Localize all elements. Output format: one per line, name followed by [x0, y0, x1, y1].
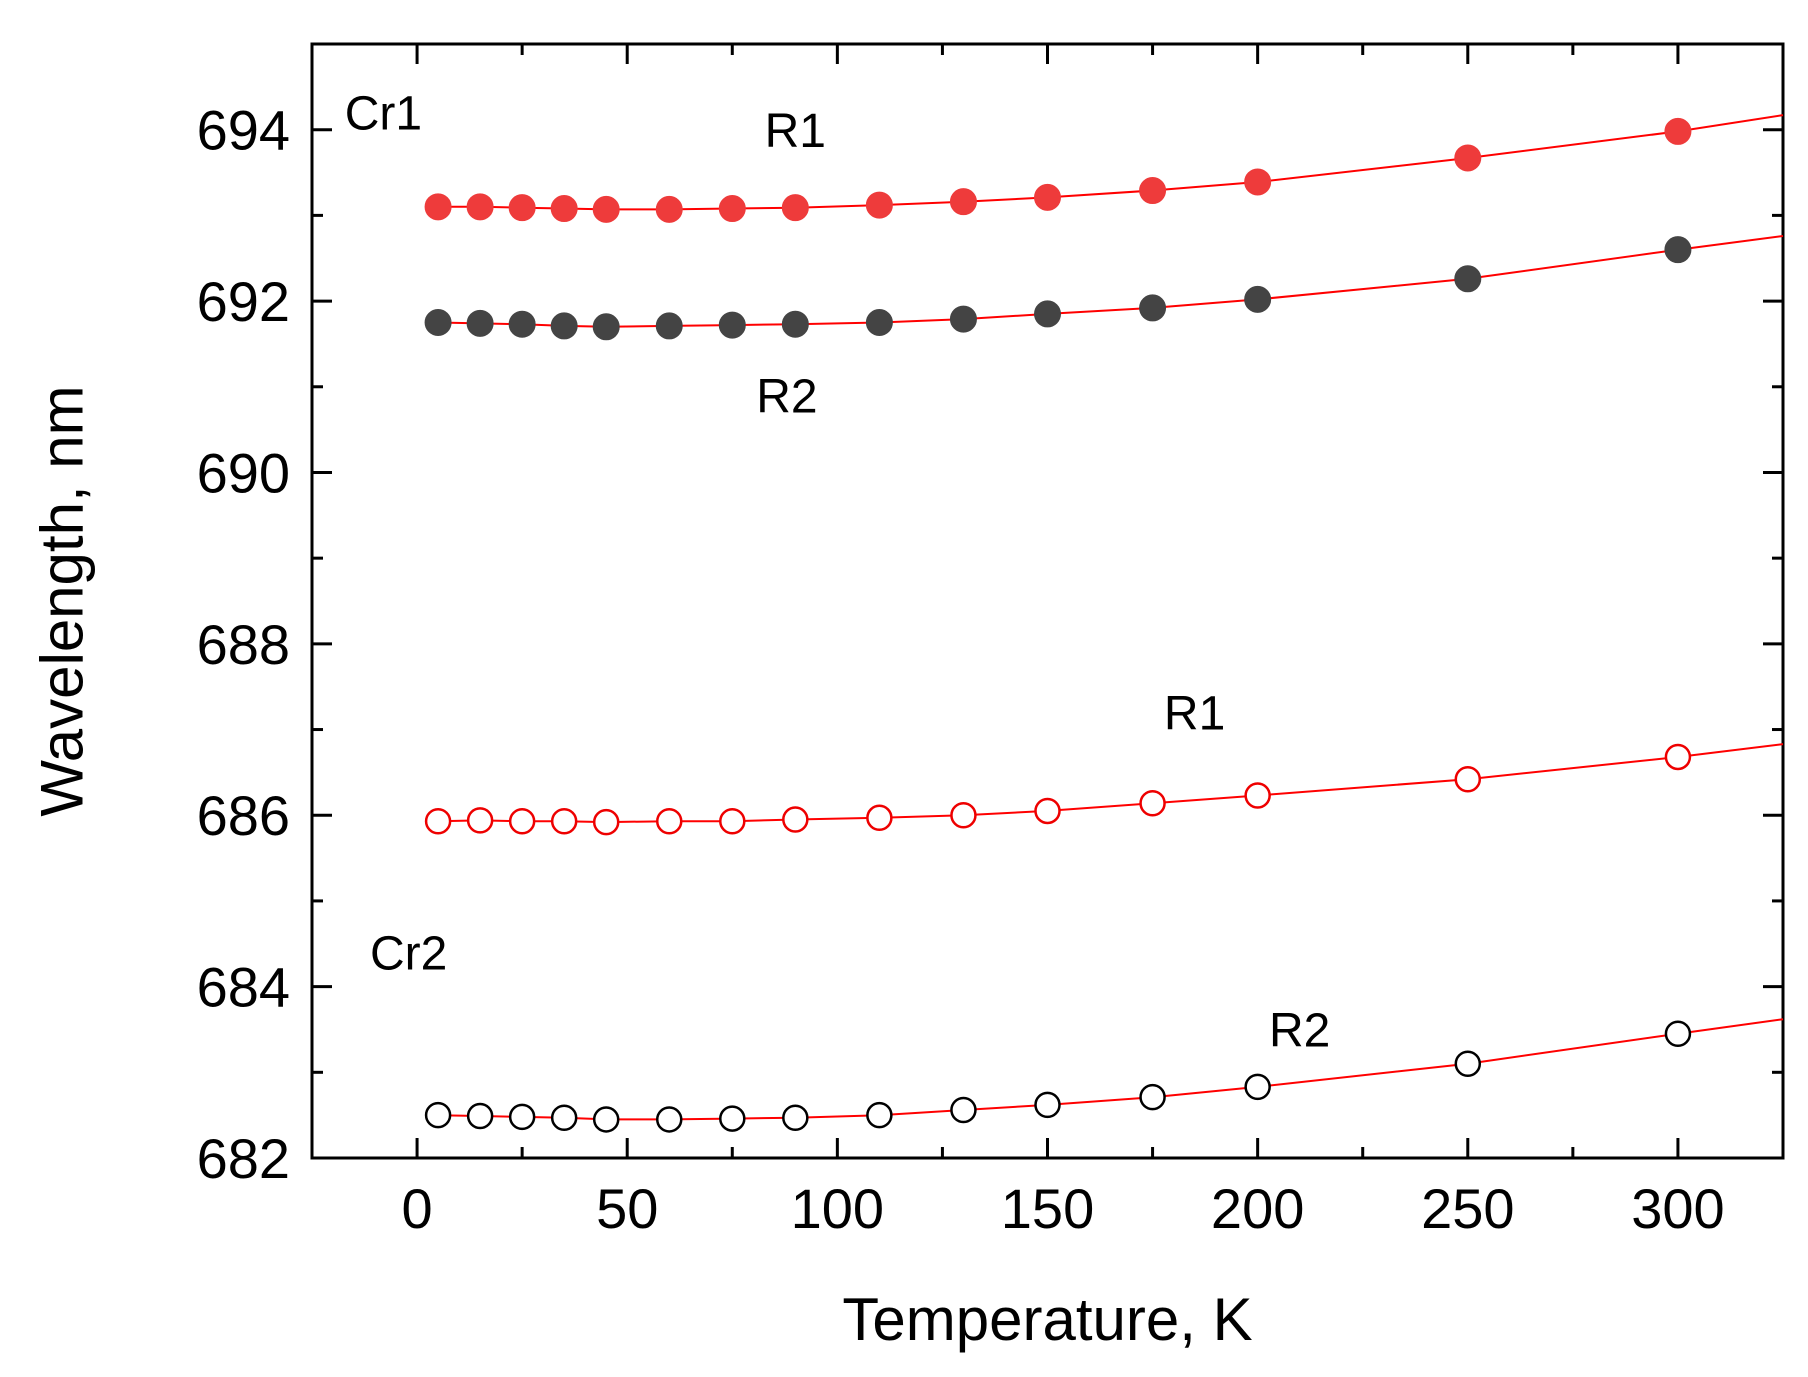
data-point	[1454, 265, 1482, 293]
y-tick-label: 682	[197, 1127, 290, 1190]
annotation-label: Cr1	[345, 88, 422, 141]
y-axis-label: Wavelength, nm	[29, 385, 96, 816]
data-point	[550, 312, 578, 340]
data-point	[781, 310, 809, 338]
data-point	[1034, 1091, 1061, 1119]
x-tick-label: 150	[1001, 1177, 1094, 1240]
data-point	[1664, 1020, 1692, 1047]
data-point	[1454, 765, 1482, 793]
x-tick-label: 100	[791, 1177, 884, 1240]
annotation-label: R2	[756, 370, 817, 423]
data-point	[718, 311, 746, 339]
data-point	[1664, 743, 1692, 771]
fit-lines	[438, 114, 1784, 1121]
data-point	[424, 807, 452, 835]
data-point	[1034, 183, 1061, 211]
annotation-label: Cr2	[370, 927, 447, 980]
data-point	[466, 193, 494, 221]
data-point	[866, 1101, 893, 1129]
y-tick-label: 690	[197, 441, 290, 504]
data-point	[1034, 797, 1061, 825]
x-tick-label: 50	[596, 1177, 658, 1240]
data-point	[718, 195, 746, 223]
axis-ticks	[312, 42, 1783, 1160]
data-point	[1244, 782, 1271, 809]
data-point	[949, 305, 977, 333]
data-point	[550, 807, 578, 835]
data-point	[865, 309, 893, 336]
data-point	[781, 194, 809, 222]
data-point	[1139, 177, 1167, 205]
y-tick-label: 688	[197, 613, 290, 676]
data-point	[424, 309, 452, 336]
data-point	[1139, 294, 1167, 322]
data-point	[1664, 236, 1692, 264]
data-point	[782, 1104, 809, 1131]
data-point	[1454, 1050, 1482, 1077]
data-point	[508, 194, 536, 222]
data-point	[592, 808, 620, 836]
annotation-label: R1	[1164, 688, 1225, 741]
fit-line-1	[438, 114, 1784, 211]
data-point	[466, 807, 494, 834]
y-tick-label: 692	[197, 270, 290, 333]
data-point	[508, 807, 536, 835]
data-point	[592, 313, 620, 341]
data-point	[466, 1102, 494, 1130]
data-point	[655, 312, 683, 340]
data-point	[865, 191, 893, 219]
data-point	[655, 1106, 683, 1133]
data-point	[1454, 144, 1482, 172]
fit-line-4	[438, 1018, 1784, 1121]
data-point	[592, 1106, 620, 1133]
data-point	[592, 195, 620, 223]
y-tick-label: 686	[197, 784, 290, 847]
data-points	[424, 117, 1692, 1133]
x-tick-label: 250	[1421, 1177, 1514, 1240]
annotation-label: R2	[1269, 1005, 1330, 1058]
annotation-label: R1	[765, 105, 826, 158]
fit-line-2	[438, 235, 1784, 328]
data-point	[1664, 117, 1692, 145]
y-tick-label: 694	[197, 99, 290, 162]
axis-tick-labels: 0 50 100 150 200 250 300 682 684 686 688 690 692 694	[197, 99, 1725, 1240]
data-point	[655, 807, 683, 835]
data-point	[424, 193, 452, 221]
data-point	[949, 188, 977, 216]
data-point	[466, 309, 494, 337]
data-point	[424, 1101, 452, 1129]
x-axis-label: Temperature, K	[842, 1286, 1252, 1353]
data-point	[508, 310, 536, 338]
data-point	[655, 195, 683, 223]
data-point	[1244, 168, 1272, 196]
data-point	[1034, 300, 1061, 328]
data-point	[950, 801, 977, 829]
data-point	[719, 807, 746, 835]
data-point	[550, 195, 578, 223]
data-point	[550, 1104, 578, 1131]
y-tick-label: 684	[197, 956, 290, 1019]
data-point	[1139, 789, 1166, 817]
x-tick-label: 200	[1211, 1177, 1304, 1240]
data-point	[866, 804, 893, 832]
x-tick-label: 300	[1631, 1177, 1724, 1240]
annotations: Cr1 R1 R2 R1 Cr2 R2	[345, 88, 1331, 1058]
data-point	[782, 806, 809, 833]
data-point	[719, 1105, 746, 1132]
data-point	[508, 1103, 536, 1131]
data-point	[950, 1096, 977, 1124]
data-point	[1244, 1073, 1271, 1101]
fit-line-3	[438, 743, 1784, 824]
data-point	[1244, 285, 1272, 313]
data-point	[1139, 1083, 1166, 1111]
x-tick-label: 0	[401, 1177, 432, 1240]
